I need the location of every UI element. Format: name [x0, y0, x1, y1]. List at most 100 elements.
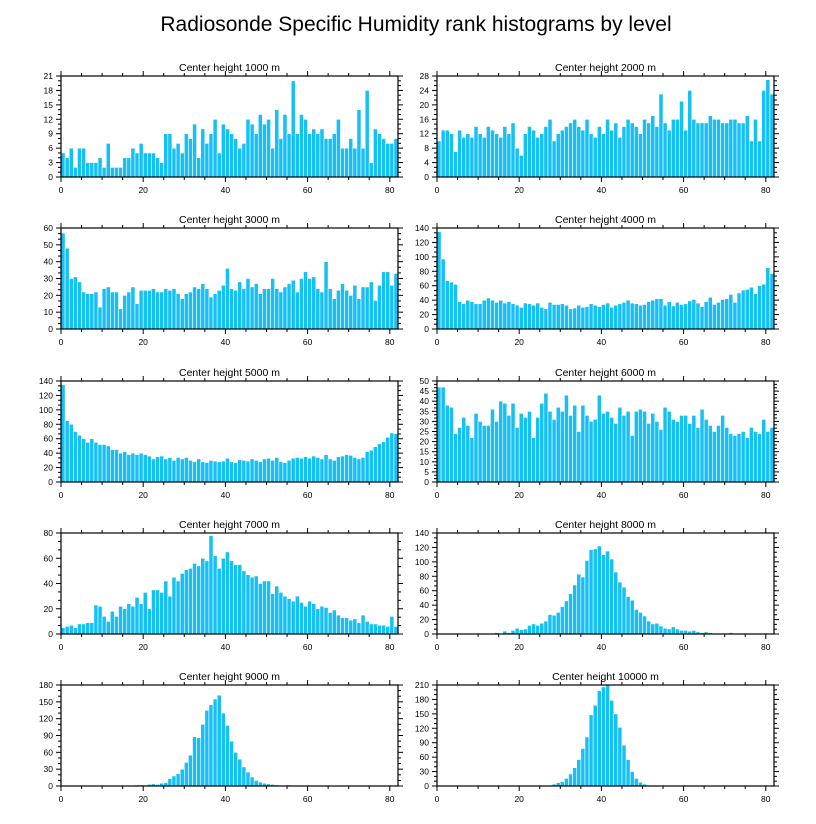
y-tick-label: 80 — [44, 419, 54, 429]
y-tick-label: 150 — [415, 709, 429, 719]
x-tick-label: 0 — [435, 490, 440, 500]
bar — [142, 289, 148, 330]
y-tick-label: 80 — [420, 266, 430, 276]
bar — [514, 427, 520, 483]
bar — [753, 293, 758, 330]
x-tick-label: 40 — [221, 642, 231, 652]
bar — [114, 449, 119, 483]
bar — [658, 429, 664, 483]
bar — [77, 281, 82, 330]
bar — [110, 610, 115, 635]
x-axis: 0 20 40 60 80 — [59, 376, 395, 500]
bar — [253, 780, 259, 787]
bar — [522, 133, 528, 178]
bar — [703, 122, 709, 178]
bar — [85, 293, 91, 330]
bar — [220, 460, 226, 483]
bar-series — [436, 231, 775, 330]
histogram-panel-5: Center height 5000 m 0 20 40 60 80 0 20 40 60 80 10… — [39, 367, 403, 500]
panel-title: Center height 8000 m — [555, 519, 656, 531]
bar — [453, 433, 458, 483]
bar — [286, 460, 292, 483]
histogram-panel-9: Center height 9000 m 0 20 40 60 80 0 30 60 90 120 1… — [39, 671, 403, 804]
bar — [68, 278, 74, 330]
bar — [629, 599, 635, 635]
bar — [171, 288, 177, 330]
bar — [237, 147, 243, 178]
bar — [233, 462, 239, 483]
bar — [449, 133, 454, 178]
histogram-panel-8: Center height 8000 m 0 20 40 60 80 0 20 40 60 80 10… — [415, 519, 779, 652]
bar — [650, 623, 656, 635]
histogram-panel-4: Center height 4000 m 0 20 40 60 80 0 20 40 60 80 10… — [415, 214, 779, 347]
bar — [249, 576, 255, 635]
bar — [683, 129, 689, 178]
bar — [352, 457, 358, 483]
bar — [481, 137, 487, 178]
y-tick-label: 0 — [424, 477, 429, 487]
bar — [666, 410, 672, 483]
bar — [699, 306, 705, 330]
bar — [147, 455, 152, 483]
panel-title: Center height 4000 m — [555, 214, 656, 226]
bar — [551, 304, 557, 330]
plot-frame — [436, 227, 775, 330]
bar — [617, 727, 623, 787]
bar — [555, 304, 561, 330]
bar — [592, 548, 598, 635]
bar — [348, 619, 354, 635]
bar — [646, 620, 652, 635]
x-tick-label: 80 — [761, 337, 771, 347]
bar — [175, 773, 181, 787]
y-tick-label: 80 — [420, 571, 430, 581]
bar — [564, 777, 569, 787]
bar — [142, 592, 148, 635]
y-axis: 0 3 6 9 12 15 18 21 — [44, 71, 403, 182]
plot-frame — [60, 75, 399, 178]
bar — [625, 596, 631, 635]
bar — [356, 622, 362, 635]
bar — [253, 283, 259, 330]
bar — [675, 628, 680, 635]
bar — [621, 126, 627, 178]
bar — [720, 122, 725, 178]
bar — [691, 415, 697, 483]
bar — [208, 133, 214, 178]
bar — [736, 122, 742, 178]
bar — [155, 291, 160, 330]
bar — [336, 118, 341, 178]
y-tick-label: 0 — [48, 324, 53, 334]
x-tick-label: 20 — [138, 794, 148, 804]
bar — [559, 410, 565, 483]
bar — [101, 167, 107, 178]
bar — [122, 608, 128, 635]
bar — [555, 612, 561, 635]
bar — [216, 694, 222, 787]
bar — [68, 624, 74, 635]
x-tick-label: 0 — [435, 185, 440, 195]
bar — [732, 435, 738, 483]
y-tick-label: 60 — [420, 586, 430, 596]
bar — [220, 123, 226, 178]
bar — [465, 299, 471, 330]
y-axis: 0 10 20 30 40 50 60 — [44, 223, 403, 334]
bar — [315, 457, 321, 483]
bar — [192, 562, 197, 635]
bar — [183, 569, 189, 635]
bar-series — [473, 545, 734, 635]
bar — [592, 304, 598, 330]
y-tick-label: 150 — [39, 697, 53, 707]
x-tick-label: 20 — [514, 642, 524, 652]
bar — [662, 406, 668, 483]
bar — [749, 286, 754, 330]
bar — [270, 278, 276, 330]
bar — [323, 454, 329, 483]
bar — [118, 308, 123, 330]
bar — [377, 624, 382, 635]
x-tick-label: 20 — [138, 490, 148, 500]
bar — [249, 123, 255, 178]
bar — [183, 133, 189, 178]
y-tick-label: 90 — [44, 731, 54, 741]
bar — [204, 462, 210, 483]
bar — [122, 451, 128, 483]
